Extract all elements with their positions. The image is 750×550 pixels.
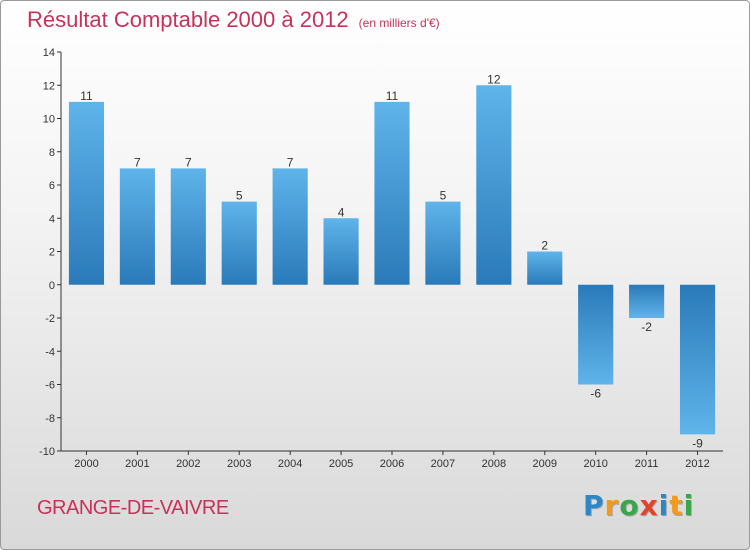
bar bbox=[323, 218, 359, 285]
bar-value-label: -9 bbox=[692, 436, 703, 450]
x-tick-label: 2006 bbox=[380, 458, 404, 470]
y-tick-label: 2 bbox=[49, 247, 55, 259]
bar bbox=[527, 251, 563, 285]
y-tick-label: -8 bbox=[45, 413, 55, 425]
bar-value-label: -6 bbox=[590, 387, 601, 401]
bar-value-label: 5 bbox=[236, 189, 243, 203]
x-tick-label: 2012 bbox=[685, 458, 709, 470]
y-tick-label: 0 bbox=[49, 280, 55, 292]
bar bbox=[578, 284, 614, 385]
y-tick-label: 12 bbox=[43, 80, 55, 92]
x-tick-label: 2005 bbox=[329, 458, 353, 470]
bar-value-label: 2 bbox=[541, 239, 548, 253]
logo-letter: x bbox=[639, 489, 659, 522]
logo-letter: i bbox=[658, 489, 670, 522]
x-tick-label: 2000 bbox=[74, 458, 98, 470]
bar-value-label: 7 bbox=[185, 155, 192, 169]
bar-value-label: 11 bbox=[386, 89, 399, 103]
x-tick-label: 2001 bbox=[125, 458, 149, 470]
bar-value-label: -2 bbox=[641, 320, 652, 334]
y-tick-label: -2 bbox=[45, 313, 55, 325]
bar bbox=[679, 284, 716, 435]
proxiti-logo: Proxiti bbox=[583, 489, 694, 522]
bar bbox=[170, 168, 206, 285]
y-tick-label: 6 bbox=[49, 180, 55, 192]
bar-value-label: 7 bbox=[287, 155, 294, 169]
bar bbox=[425, 201, 461, 285]
chart-title-text: Résultat Comptable 2000 à 2012 bbox=[27, 7, 349, 32]
y-tick-label: 10 bbox=[43, 114, 55, 126]
x-tick-label: 2008 bbox=[482, 458, 506, 470]
x-tick-label: 2004 bbox=[278, 458, 302, 470]
x-tick-label: 2009 bbox=[533, 458, 557, 470]
bar bbox=[374, 101, 410, 285]
y-tick-label: -4 bbox=[45, 346, 55, 358]
x-tick-label: 2007 bbox=[431, 458, 455, 470]
y-tick-label: 14 bbox=[43, 47, 55, 59]
logo-letter: P bbox=[583, 489, 605, 522]
bar-value-label: 7 bbox=[134, 155, 141, 169]
bar-value-label: 4 bbox=[338, 205, 345, 219]
x-tick-label: 2011 bbox=[635, 458, 659, 470]
chart-axes: -10 -8 -6 -4 -2 0 2 4 6 8 10 12 14 2000 2001 2002 2003 20… bbox=[39, 47, 723, 470]
bar bbox=[119, 168, 155, 285]
bar-value-label: 12 bbox=[487, 72, 501, 86]
y-tick-label: 8 bbox=[49, 147, 55, 159]
chart-subtitle: (en milliers d'€) bbox=[358, 16, 440, 30]
chart-title: Résultat Comptable 2000 à 2012 (en millie… bbox=[27, 7, 440, 33]
bar bbox=[272, 168, 308, 285]
logo-letter: i bbox=[683, 489, 695, 522]
x-tick-label: 2010 bbox=[583, 458, 607, 470]
logo-letter: r bbox=[604, 489, 620, 522]
bar bbox=[68, 101, 105, 285]
y-tick-label: 4 bbox=[49, 213, 55, 225]
x-tick-label: 2002 bbox=[176, 458, 200, 470]
chart-bars bbox=[68, 85, 716, 435]
city-name: GRANGE-DE-VAIVRE bbox=[37, 497, 229, 519]
logo-letter: t bbox=[669, 489, 684, 522]
y-tick-label: -10 bbox=[39, 446, 55, 458]
bar-value-label: 5 bbox=[440, 189, 447, 203]
bar-value-label: 11 bbox=[80, 89, 93, 103]
bar bbox=[221, 201, 257, 285]
bar bbox=[476, 85, 512, 285]
y-tick-label: -6 bbox=[45, 380, 55, 392]
bar bbox=[629, 284, 665, 318]
logo-letter: o bbox=[619, 489, 640, 522]
chart-value-labels: 11 7 7 5 7 4 11 5 12 2 -6 -2 -9 bbox=[80, 72, 703, 450]
x-tick-label: 2003 bbox=[227, 458, 251, 470]
